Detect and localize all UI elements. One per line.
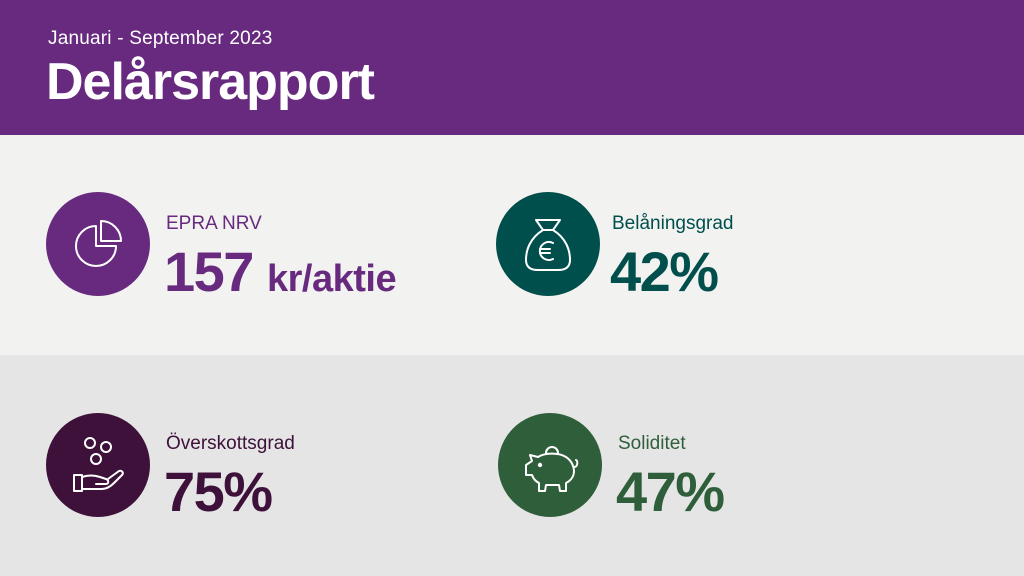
money-bag-euro-icon bbox=[496, 192, 600, 296]
report-title: Delårsrapport bbox=[46, 53, 375, 111]
pie-chart-icon bbox=[46, 192, 150, 296]
kpi-label: EPRA NRV bbox=[166, 213, 262, 234]
kpi-label: Soliditet bbox=[618, 433, 686, 454]
kpi-value: 42% bbox=[610, 244, 719, 300]
kpi-value: 75% bbox=[164, 464, 273, 520]
report-period: Januari - September 2023 bbox=[48, 28, 273, 49]
kpi-value: 47% bbox=[616, 464, 725, 520]
kpi-number: 157 bbox=[164, 240, 254, 303]
kpi-unit: kr/aktie bbox=[267, 258, 397, 300]
kpi-label: Belåningsgrad bbox=[612, 213, 734, 234]
kpi-number: 75% bbox=[164, 460, 273, 523]
kpi-value: 157 kr/aktie bbox=[164, 244, 397, 300]
coins-hand-icon bbox=[46, 413, 150, 517]
kpi-label: Överskottsgrad bbox=[166, 433, 295, 454]
piggy-bank-icon bbox=[498, 413, 602, 517]
header-banner: Januari - September 2023 Delårsrapport bbox=[0, 0, 1024, 135]
kpi-number: 42% bbox=[610, 240, 719, 303]
kpi-number: 47% bbox=[616, 460, 725, 523]
